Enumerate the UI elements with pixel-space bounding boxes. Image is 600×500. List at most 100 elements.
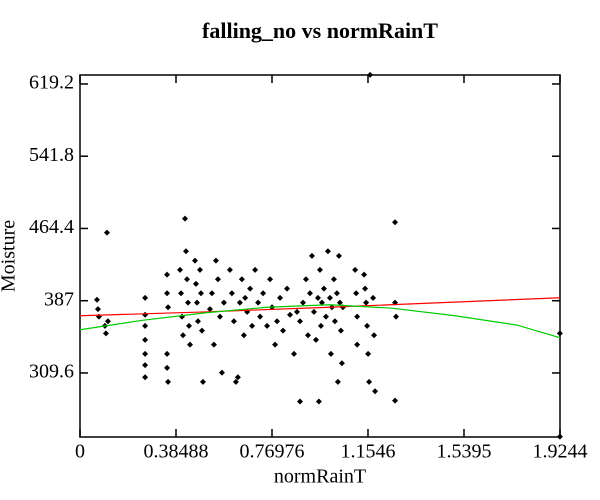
scatter-point [257, 313, 264, 320]
scatter-point [335, 252, 342, 259]
scatter-point [274, 318, 281, 325]
scatter-point [317, 322, 324, 329]
scatter-point [247, 285, 254, 292]
scatter-point [193, 299, 200, 306]
x-tick-label: 1.5395 [436, 441, 491, 463]
plot-frame [79, 74, 561, 438]
scatter-point [294, 308, 301, 315]
scatter-point [392, 397, 399, 404]
scatter-point [196, 266, 203, 273]
scatter-point [299, 299, 306, 306]
scatter-point [142, 311, 149, 318]
scatter-point [210, 341, 217, 348]
scatter-point [291, 350, 298, 357]
scatter-point [228, 290, 235, 297]
scatter-point [212, 257, 219, 264]
scatter-point [264, 322, 271, 329]
scatter-point [393, 313, 400, 320]
scatter-point [198, 327, 205, 334]
scatter-point [336, 299, 343, 306]
scatter-point [95, 313, 102, 320]
scatter-point [234, 374, 241, 381]
scatter-point [197, 290, 204, 297]
scatter-point [267, 276, 274, 283]
y-axis-label: Moisture [0, 220, 20, 292]
y-tick-label: 619.2 [29, 72, 74, 94]
fit-line [79, 304, 561, 339]
scatter-point [142, 336, 149, 343]
scatter-point [206, 306, 213, 313]
scatter-point [324, 248, 331, 255]
scatter-point [183, 248, 190, 255]
scatter-point [142, 350, 149, 357]
x-tick-label: 1.9244 [533, 441, 588, 463]
scatter-point [334, 378, 341, 385]
chart-title: falling_no vs normRainT [202, 18, 438, 43]
scatter-point [184, 276, 191, 283]
scatter-point [103, 229, 110, 236]
x-tick-label: 0.38488 [144, 441, 209, 463]
scatter-point [284, 285, 291, 292]
scatter-point [353, 290, 360, 297]
fit-line [79, 297, 560, 317]
scatter-point [232, 378, 239, 385]
scatter-point [310, 308, 317, 315]
x-axis-label: normRainT [274, 466, 366, 488]
scatter-point [364, 322, 371, 329]
scatter-point [178, 290, 185, 297]
scatter-point [556, 330, 563, 337]
scatter-point [102, 330, 109, 337]
scatter-point [142, 362, 149, 369]
scatter-point [272, 341, 279, 348]
scatter-point [177, 266, 184, 273]
scatter-point [326, 294, 333, 301]
scatter-point [306, 290, 313, 297]
scatter-point [185, 299, 192, 306]
y-tick-label: 387 [44, 288, 74, 310]
y-tick-label: 464.4 [29, 216, 74, 238]
scatter-point [230, 318, 237, 325]
scatter-point [164, 290, 171, 297]
scatter-point [287, 311, 294, 318]
scatter-point [296, 398, 303, 405]
scatter-point [218, 369, 225, 376]
scatter-point [361, 271, 368, 278]
scatter-point [186, 322, 193, 329]
scatter-point [316, 266, 323, 273]
scatter-point [216, 313, 223, 320]
scatter-point [199, 378, 206, 385]
scatter-point [371, 332, 378, 339]
x-tick-label: 0 [75, 441, 85, 463]
scatter-point [252, 266, 259, 273]
scatter-point [93, 296, 100, 303]
scatter-point [315, 398, 322, 405]
scatter-point [314, 294, 321, 301]
scatter-point [208, 290, 215, 297]
scatter-point [180, 332, 187, 339]
scatter-point [94, 306, 101, 313]
scatter-point [331, 318, 338, 325]
scatter-point [240, 332, 247, 339]
scatter-point [372, 388, 379, 395]
x-tick-label: 0.76976 [240, 441, 305, 463]
scatter-point [242, 294, 249, 301]
scatter-point [338, 360, 345, 367]
scatter-point [249, 322, 256, 329]
scatter-point [322, 313, 329, 320]
scatter-point [214, 276, 221, 283]
scatter-point [226, 266, 233, 273]
scatter-point [104, 318, 111, 325]
scatter-point [142, 322, 149, 329]
scatter-point [302, 276, 309, 283]
scatter-point [260, 290, 267, 297]
scatter-point [192, 280, 199, 287]
scatter-point [352, 266, 359, 273]
y-tick-label: 309.6 [29, 361, 74, 383]
scatter-point [308, 252, 315, 259]
scatter-point [220, 299, 227, 306]
scatter-point [354, 341, 361, 348]
scatter-point [182, 215, 189, 222]
scatter-point [255, 299, 262, 306]
